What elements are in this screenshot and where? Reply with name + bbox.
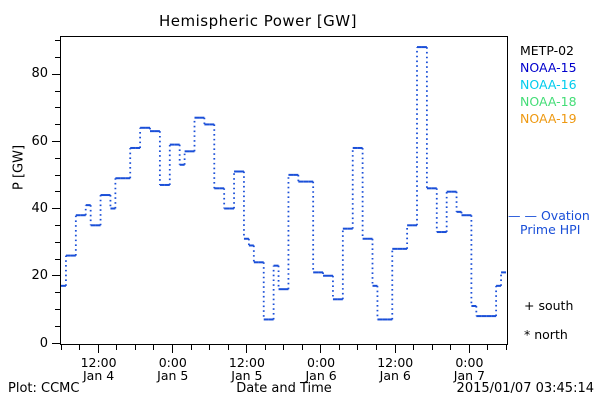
plot-area [61, 37, 507, 344]
x-tick-time: 12:00 [80, 355, 117, 370]
footer-plot-source: Plot: CCMC [8, 381, 80, 396]
plus-icon: + [524, 298, 535, 313]
x-tick-date: Jan 6 [379, 368, 411, 383]
x-axis-minor-tick [264, 345, 266, 350]
y-axis-minor-tick [55, 124, 60, 126]
x-axis-minor-tick [431, 345, 433, 350]
x-axis-minor-tick [301, 345, 303, 350]
legend-item-noaa-16: NOAA-16 [520, 77, 577, 92]
y-axis-minor-tick [55, 292, 60, 294]
y-axis-tick [52, 73, 60, 75]
x-axis-tick-label: 12:00 Jan 5 [207, 356, 287, 382]
x-tick-time: 12:00 [228, 355, 265, 370]
y-axis-minor-tick [55, 157, 60, 159]
x-tick-time: 12:00 [377, 355, 414, 370]
x-axis-minor-tick [487, 345, 489, 350]
x-axis-tick-label: 0:00 Jan 7 [429, 356, 509, 382]
x-axis-minor-tick [450, 345, 452, 350]
x-axis-minor-tick [227, 345, 229, 350]
x-axis-minor-tick [209, 345, 211, 350]
x-tick-date: Jan 4 [82, 368, 115, 383]
legend-ovation-line1: Ovation [540, 208, 590, 223]
legend-dash-icon: — — [508, 208, 537, 223]
y-axis-minor-tick [55, 191, 60, 193]
legend-north-label: north [534, 327, 568, 342]
x-axis-minor-tick [60, 345, 62, 350]
x-axis-tick [320, 345, 322, 353]
y-axis-tick [52, 208, 60, 210]
x-axis-minor-tick [116, 345, 118, 350]
x-axis-tick [172, 345, 173, 353]
y-axis-minor-tick [55, 258, 60, 260]
y-axis-tick [52, 342, 60, 344]
x-axis-tick [246, 345, 248, 353]
y-axis-tick-label: 80 [31, 66, 48, 82]
y-axis-minor-tick [55, 107, 60, 109]
x-tick-time: 0:00 [158, 355, 187, 370]
legend-item-noaa-19: NOAA-19 [520, 111, 577, 126]
y-axis-minor-tick [55, 241, 60, 243]
x-axis-tick [468, 345, 470, 353]
y-axis-minor-tick [55, 309, 60, 311]
y-axis-tick [52, 275, 60, 277]
page-title: Hemispheric Power [GW] [159, 12, 357, 30]
y-axis-minor-tick [55, 174, 60, 176]
footer-timestamp: 2015/01/07 03:45:14 [456, 381, 594, 396]
x-axis-label: Date and Time [236, 381, 332, 396]
x-tick-date: Jan 6 [305, 368, 337, 383]
legend-item-noaa-18: NOAA-18 [520, 94, 577, 109]
x-axis-minor-tick [413, 345, 415, 350]
legend-item-noaa-15: NOAA-15 [520, 60, 577, 75]
x-tick-time: 0:00 [307, 355, 336, 370]
y-axis-tick-label: 60 [31, 133, 48, 149]
x-axis-minor-tick [357, 345, 359, 350]
legend-item-south: + south [524, 298, 573, 313]
plot-frame [60, 36, 508, 345]
legend-item-ovation-prime-hpi: — — Ovation Prime HPI [508, 209, 600, 237]
y-axis-tick-label: 20 [31, 268, 48, 284]
x-axis-tick-label: 12:00 Jan 6 [355, 356, 435, 382]
legend-item-metp-02: METP-02 [520, 43, 574, 58]
x-tick-time: 0:00 [455, 355, 484, 370]
x-axis-minor-tick [190, 345, 192, 350]
y-axis-minor-tick [55, 90, 60, 92]
y-axis-tick-label: 40 [31, 200, 48, 216]
y-axis-minor-tick [55, 40, 60, 42]
x-tick-date: Jan 7 [453, 368, 485, 383]
x-axis-tick-label: 12:00 Jan 4 [59, 356, 139, 382]
legend-item-north: * north [524, 327, 568, 342]
x-tick-date: Jan 5 [157, 368, 189, 383]
series-ovation-prime-hpi [61, 46, 506, 321]
y-axis-tick-label: 0 [39, 335, 48, 351]
y-axis-minor-tick [55, 325, 60, 327]
x-axis-minor-tick [338, 345, 340, 350]
legend: METP-02 NOAA-15 NOAA-16 NOAA-18 NOAA-19 [520, 42, 600, 127]
x-axis-minor-tick [134, 345, 136, 350]
x-axis-minor-tick [505, 345, 507, 350]
legend-south-label: south [538, 298, 574, 313]
y-axis-minor-tick [55, 225, 60, 227]
x-axis-minor-tick [79, 345, 81, 350]
asterisk-icon: * [524, 327, 531, 342]
legend-ovation-line2: Prime HPI [520, 222, 581, 237]
y-axis-minor-tick [55, 56, 60, 58]
x-axis-minor-tick [375, 345, 377, 350]
x-tick-date: Jan 5 [231, 368, 263, 383]
data-series-ovation-prime-hpi [61, 46, 506, 321]
x-axis-minor-tick [153, 345, 155, 350]
x-axis-tick [394, 345, 396, 353]
x-axis-tick-label: 0:00 Jan 6 [281, 356, 361, 382]
y-axis-tick [52, 140, 60, 142]
x-axis-tick-label: 0:00 Jan 5 [133, 356, 213, 382]
x-axis-tick [97, 345, 99, 353]
x-axis-minor-tick [283, 345, 285, 350]
